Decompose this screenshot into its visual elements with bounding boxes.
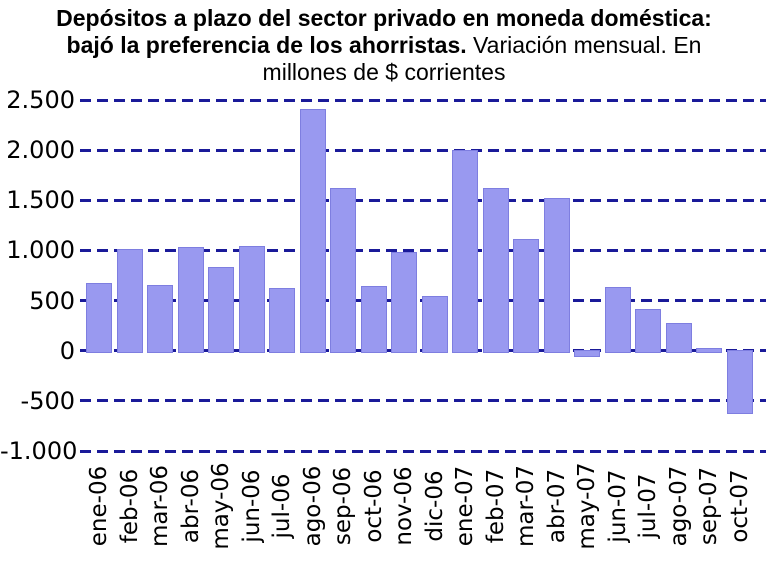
bar-sep-06 [330,188,356,353]
bar-ago-07 [665,322,692,353]
x-tick-label-nov-06: nov-06 [391,466,417,546]
gridline-2500 [80,98,766,102]
y-tick-label-1000: 1.000 [6,236,75,265]
x-tick-label-abr-06: abr-06 [177,468,204,544]
bar-ene-06 [86,282,112,353]
x-tick-label-ago-07: ago-07 [665,465,692,547]
x-tick-label-ago-06: ago-06 [299,465,326,547]
x-tick-label-oct-06: oct-06 [360,469,387,543]
bar-ene-07 [452,150,478,353]
x-tick-label-feb-07: feb-07 [482,468,509,544]
x-tick-label-jun-07: jun-07 [604,469,631,543]
x-tick-label-may-07: may-07 [574,462,600,550]
gridline--500 [80,399,766,403]
x-tick-label-oct-07: oct-07 [726,469,753,543]
gridline--1000 [80,449,766,453]
bar-abr-07 [543,198,570,353]
bar-jul-07 [635,308,661,353]
chart-title-line2: bajó la preferencia de los ahorristas. V… [0,32,768,59]
chart-title-line1: Depósitos a plazo del sector privado en … [0,5,768,32]
x-tick-label-jul-06: jul-06 [269,473,295,539]
chart-title-line3: millones de $ corrientes [0,59,768,86]
bar-jun-07 [604,286,631,353]
gridline-1500 [80,198,766,202]
bar-dic-06 [421,295,448,353]
bar-mar-06 [147,284,173,353]
x-tick-label-ene-07: ene-07 [452,465,478,547]
x-tick-label-ene-06: ene-06 [86,465,112,547]
chart-subtitle-part2: millones de $ corrientes [262,59,506,85]
y-tick-label--500: -500 [20,386,75,415]
bar-feb-06 [116,249,143,353]
y-tick-label--1000: -1.000 [0,437,78,465]
x-tick-label-mar-07: mar-07 [513,464,539,548]
gridline-1000 [80,248,766,252]
x-tick-label-feb-06: feb-06 [116,468,143,544]
x-tick-label-mar-06: mar-06 [147,464,173,548]
x-tick-label-sep-07: sep-07 [696,466,722,546]
y-tick-label-2000: 2.000 [6,136,75,165]
bar-oct-07 [726,349,753,414]
bar-may-07 [574,349,600,357]
y-tick-label-500: 500 [29,286,75,315]
chart-title-bold2: bajó la preferencia de los ahorristas. [66,32,467,58]
y-tick-label-1500: 1.500 [6,186,75,215]
bar-sep-07 [696,347,722,353]
bar-feb-07 [482,188,509,353]
bar-jul-06 [269,287,295,353]
x-tick-label-jun-06: jun-06 [238,469,265,543]
bar-abr-06 [177,247,204,353]
bar-mar-07 [513,239,539,353]
bar-ago-06 [299,109,326,353]
gridline-2000 [80,148,766,152]
chart-title: Depósitos a plazo del sector privado en … [0,5,768,86]
bar-oct-06 [360,285,387,353]
x-tick-label-abr-07: abr-07 [543,468,570,544]
x-tick-label-sep-06: sep-06 [330,466,356,546]
bar-may-06 [208,267,234,353]
chart-subtitle-part1: Variación mensual. En [466,32,702,58]
bar-jun-06 [238,246,265,353]
chart-title-bold1: Depósitos a plazo del sector privado en … [56,5,712,31]
x-tick-label-may-06: may-06 [208,462,234,550]
y-tick-label-0: 0 [59,336,75,365]
x-tick-label-dic-06: dic-06 [421,470,448,542]
y-tick-label-2500: 2.500 [6,86,75,114]
bar-nov-06 [391,252,417,353]
x-tick-label-jul-07: jul-07 [635,473,661,539]
